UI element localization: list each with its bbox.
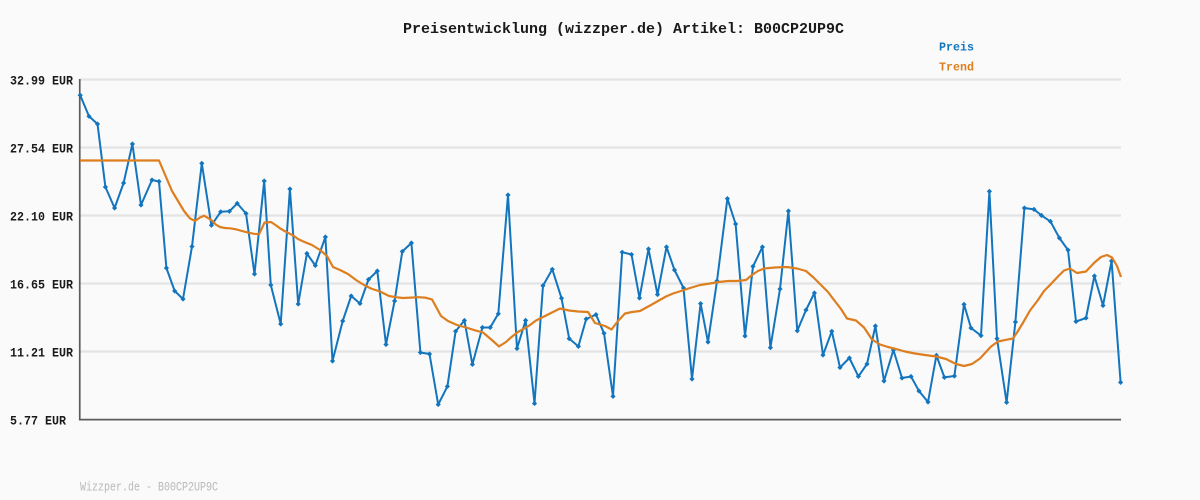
- svg-text:32.99 EUR: 32.99 EUR: [10, 74, 73, 89]
- svg-text:22.10 EUR: 22.10 EUR: [10, 210, 73, 225]
- svg-text:Preisentwicklung (wizzper.de): Preisentwicklung (wizzper.de) Artikel: B…: [403, 22, 844, 38]
- svg-text:Wizzper.de - B00CP2UP9C: Wizzper.de - B00CP2UP9C: [80, 479, 218, 494]
- svg-text:11.21 EUR: 11.21 EUR: [10, 346, 73, 361]
- svg-text:Preis: Preis: [939, 41, 974, 55]
- svg-text:5.77 EUR: 5.77 EUR: [10, 414, 66, 429]
- svg-text:16.65 EUR: 16.65 EUR: [10, 278, 73, 293]
- svg-text:27.54 EUR: 27.54 EUR: [10, 142, 73, 157]
- svg-text:Trend: Trend: [939, 61, 974, 75]
